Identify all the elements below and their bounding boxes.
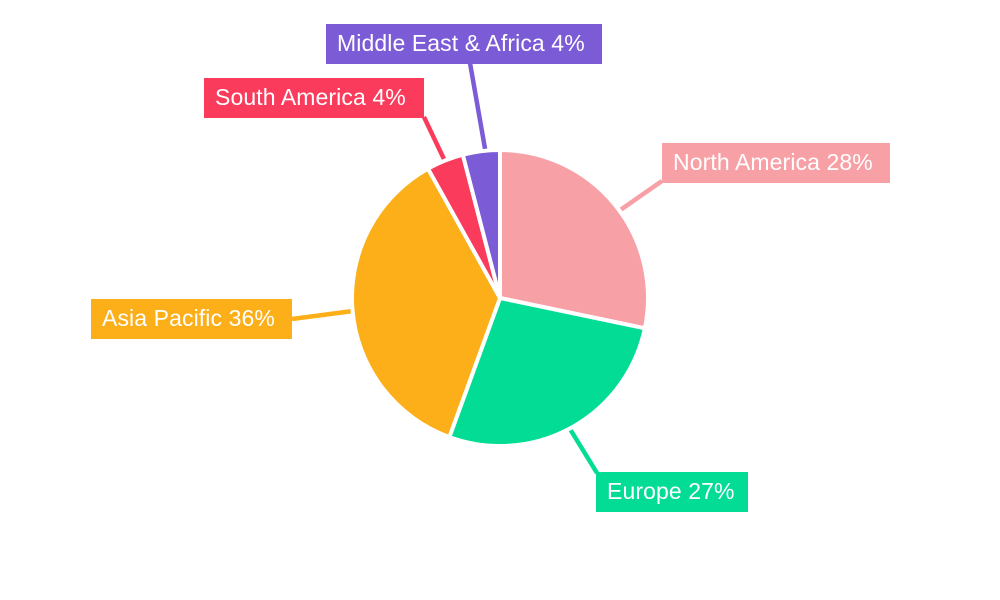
pie-label-middle-east-africa[interactable]: Middle East & Africa 4%: [326, 24, 602, 64]
pie-slices: [350, 147, 650, 448]
leader-line-middle-east-africa: [467, 62, 490, 161]
leader-line-europe: [568, 427, 599, 475]
pie-slice-asia-pacific[interactable]: [350, 165, 503, 440]
pie-slice-middle-east-africa[interactable]: [460, 147, 502, 299]
pie-slice-europe[interactable]: [446, 295, 648, 448]
pie-label-asia-pacific[interactable]: Asia Pacific 36%: [91, 299, 292, 339]
pie-label-south-america[interactable]: South America 4%: [204, 78, 424, 118]
pie-label-europe[interactable]: Europe 27%: [596, 472, 748, 512]
pie-label-asia-pacific-text: Asia Pacific 36%: [102, 304, 275, 331]
pie-label-middle-east-africa-text: Middle East & Africa 4%: [337, 29, 585, 56]
pie-slice-north-america[interactable]: [498, 147, 650, 331]
pie-label-south-america-text: South America 4%: [215, 83, 406, 110]
leader-line-asia-pacific: [291, 308, 354, 322]
pie-label-north-america-text: North America 28%: [673, 148, 873, 175]
leader-line-north-america: [614, 179, 664, 215]
pie-label-europe-text: Europe 27%: [607, 477, 735, 504]
pie-label-north-america[interactable]: North America 28%: [662, 143, 890, 183]
